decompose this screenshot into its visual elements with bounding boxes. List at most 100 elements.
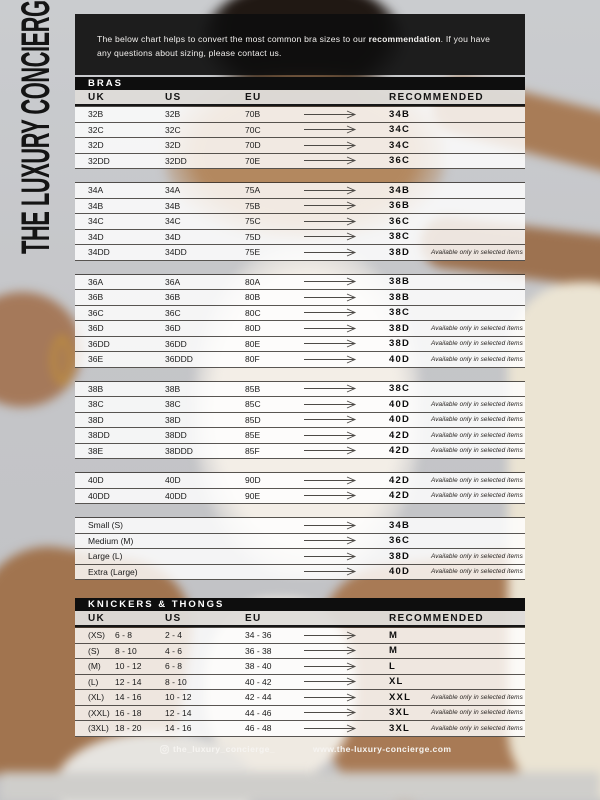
arrow-right-icon: [303, 631, 359, 640]
us-size-cell: 32C: [165, 124, 181, 135]
uk-size-value: Large (L): [88, 551, 123, 562]
recommended-size-cell: 42D: [389, 429, 411, 441]
column-header-uk: UK: [88, 91, 106, 103]
arrow-right-icon: [303, 248, 359, 257]
knickers-column-header: UK US EU RECOMMENDED: [75, 611, 525, 627]
uk-size-value: 18 - 20: [115, 723, 142, 734]
arrow-right-icon: [303, 662, 359, 671]
recommended-size-cell: L: [389, 660, 397, 672]
size-group: 32B 32B 70B 34B 32C 32C 70C 34C 32D 32D 70D 34C 32DD…: [75, 106, 525, 169]
recommended-size-cell: 38C: [389, 383, 411, 395]
section-title-knickers: KNICKERS & THONGS: [75, 598, 525, 611]
size-row: 34C 34C 75C 36C: [75, 214, 525, 230]
uk-size-cell: 36DD: [88, 339, 165, 349]
uk-size-value: 34A: [88, 185, 104, 196]
eu-size-cell: 80D: [245, 323, 261, 334]
availability-note: Available only in selected items: [431, 416, 523, 424]
eu-size-cell: 44 - 46: [245, 707, 272, 718]
size-row: 32D 32D 70D 34C: [75, 138, 525, 154]
eu-size-cell: 80E: [245, 338, 261, 349]
recommended-size-cell: 40D: [389, 353, 411, 365]
recommended-size-cell: 38D: [389, 322, 411, 334]
size-row: 34B 34B 75B 36B: [75, 198, 525, 214]
recommended-size-cell: 36C: [389, 155, 411, 167]
arrow-right-icon: [303, 156, 359, 165]
size-row: (S) 8 - 10 4 - 6 36 - 38 M: [75, 643, 525, 659]
recommended-size-cell: 34B: [389, 108, 411, 120]
size-row: (XS) 6 - 8 2 - 4 34 - 36 M: [75, 628, 525, 644]
uk-size-value: 32B: [88, 109, 104, 120]
eu-size-cell: 75E: [245, 247, 261, 258]
uk-size-cell: Large (L): [88, 551, 165, 561]
uk-size-value: 32DD: [88, 155, 110, 166]
column-header-eu: EU: [245, 612, 262, 624]
size-row: 36C 36C 80C 38C: [75, 305, 525, 321]
size-group: (XS) 6 - 8 2 - 4 34 - 36 M (S) 8 - 10 4 - 6 36 -…: [75, 627, 525, 737]
size-row: 34A 34A 75A 34B: [75, 183, 525, 199]
instagram-handle[interactable]: the_luxury_concierge_: [160, 744, 275, 754]
column-header-uk: UK: [88, 612, 106, 624]
uk-size-value: 36DD: [88, 338, 110, 349]
arrow-right-icon: [303, 217, 359, 226]
size-group: 36A 36A 80A 38B 36B 36B 80B 38B 36C 36C 80C 38C 36D 3…: [75, 273, 525, 368]
bras-table: 32B 32B 70B 34B 32C 32C 70C 34C 32D 32D 70D 34C 32DD…: [75, 106, 525, 580]
recommended-size-cell: 42D: [389, 445, 411, 457]
uk-size-cell: 40DD: [88, 491, 165, 501]
uk-size-cell: (XL) 14 - 16: [88, 692, 165, 702]
size-group: Small (S) 34B Medium (M) 36C Large (L) 38D Ava…: [75, 517, 525, 580]
uk-size-cell: Small (S): [88, 520, 165, 530]
website-url[interactable]: www.the-luxury-concierge.com: [313, 744, 452, 754]
eu-size-cell: 85D: [245, 414, 261, 425]
uk-size-cell: 34A: [88, 185, 165, 195]
size-group: 34A 34A 75A 34B 34B 34B 75B 36B 34C 34C 75C 36C 34D 3…: [75, 182, 525, 261]
arrow-right-icon: [303, 400, 359, 409]
eu-size-cell: 75D: [245, 231, 261, 242]
chart-content: The below chart helps to convert the mos…: [75, 14, 525, 750]
eu-size-cell: 75B: [245, 200, 261, 211]
eu-size-cell: 80C: [245, 307, 261, 318]
intro-text-post: . If you have any questions about sizing…: [97, 34, 491, 58]
recommended-size-cell: 38B: [389, 276, 411, 288]
arrow-right-icon: [303, 125, 359, 134]
recommended-size-cell: 42D: [389, 490, 411, 502]
uk-size-cell: (L) 12 - 14: [88, 677, 165, 687]
uk-size-value: 16 - 18: [115, 707, 142, 718]
uk-size-cell: 34C: [88, 216, 165, 226]
uk-size-value: Extra (Large): [88, 566, 138, 577]
us-size-cell: 12 - 14: [165, 707, 192, 718]
uk-size-cell: (XXL) 16 - 18: [88, 708, 165, 718]
availability-note: Available only in selected items: [431, 492, 523, 500]
uk-size-cell: 40D: [88, 475, 165, 485]
eu-size-cell: 75C: [245, 216, 261, 227]
uk-size-value: 38B: [88, 383, 104, 394]
recommended-size-cell: 40D: [389, 566, 411, 578]
recommended-size-cell: 40D: [389, 398, 411, 410]
size-row: 36E 36DDD 80F 40D Available only in selected…: [75, 352, 525, 368]
uk-size-cell: 36D: [88, 323, 165, 333]
uk-size-cell: Medium (M): [88, 536, 165, 546]
us-size-cell: 34DD: [165, 247, 187, 258]
arrow-right-icon: [303, 693, 359, 702]
arrow-right-icon: [303, 232, 359, 241]
uk-size-value: 12 - 14: [115, 676, 142, 687]
us-size-cell: 38D: [165, 414, 181, 425]
availability-note: Available only in selected items: [431, 476, 523, 484]
uk-size-cell: 34D: [88, 232, 165, 242]
arrow-right-icon: [303, 567, 359, 576]
eu-size-cell: 36 - 38: [245, 645, 272, 656]
column-header-recommended: RECOMMENDED: [389, 91, 484, 103]
intro-text-pre: The below chart helps to convert the mos…: [97, 34, 369, 44]
us-size-cell: 40DD: [165, 490, 187, 501]
size-row: 34DD 34DD 75E 38D Available only in selected…: [75, 245, 525, 261]
uk-size-cell: (S) 8 - 10: [88, 646, 165, 656]
size-group: 40D 40D 90D 42D Available only in selected i…: [75, 472, 525, 504]
uk-size-cell: 32D: [88, 140, 165, 150]
eu-size-cell: 85B: [245, 383, 261, 394]
uk-size-cell: 34DD: [88, 247, 165, 257]
instagram-icon: [160, 744, 169, 754]
uk-size-value: 32D: [88, 140, 104, 151]
uk-size-value: 34B: [88, 200, 104, 211]
uk-size-cell: Extra (Large): [88, 567, 165, 577]
arrow-right-icon: [303, 277, 359, 286]
